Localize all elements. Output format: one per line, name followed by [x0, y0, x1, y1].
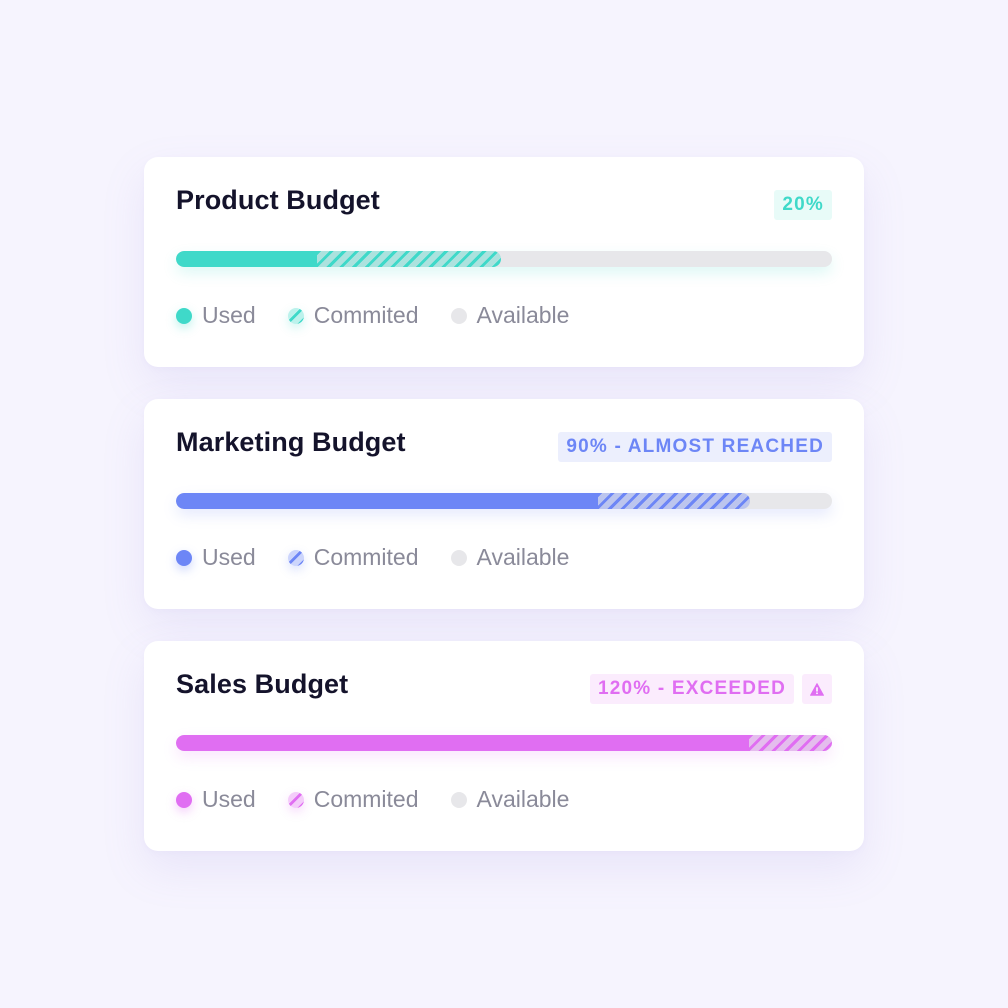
legend-item-used: Used	[176, 544, 256, 571]
card-title: Marketing Budget	[176, 427, 406, 457]
legend-label-committed: Commited	[313, 544, 419, 570]
badge-group: 120% - EXCEEDED	[589, 674, 832, 704]
budget-card-sales: Sales Budget 120% - EXCEEDED Used C	[144, 641, 864, 851]
budget-card-list: Product Budget 20% Used Commited Availab…	[144, 157, 864, 883]
card-title: Product Budget	[176, 185, 380, 215]
legend-label-committed: Commited	[313, 302, 419, 328]
progress-used-segment	[176, 493, 598, 509]
legend-item-available: Available	[450, 544, 570, 571]
progress-committed-segment	[598, 493, 750, 509]
card-title: Sales Budget	[176, 669, 349, 699]
progress-used-segment	[176, 251, 317, 267]
legend-item-committed: Commited	[287, 786, 419, 813]
status-badge: 120% - EXCEEDED	[589, 674, 794, 704]
legend: Used Commited Available	[176, 786, 601, 813]
badge-group: 90% - ALMOST REACHED	[558, 432, 832, 462]
budget-progress-bar	[176, 493, 832, 509]
progress-used-segment	[176, 735, 749, 751]
legend-item-committed: Commited	[287, 544, 419, 571]
legend-item-committed: Commited	[287, 302, 419, 329]
status-badge: 20%	[774, 190, 832, 220]
progress-committed-segment	[317, 251, 501, 267]
budget-card-marketing: Marketing Budget 90% - ALMOST REACHED Us…	[144, 399, 864, 609]
legend-label-available: Available	[476, 544, 570, 570]
used-dot-icon	[176, 549, 192, 566]
warning-badge	[802, 674, 832, 704]
legend-label-available: Available	[476, 786, 570, 812]
legend-item-used: Used	[176, 302, 256, 329]
committed-hatch-icon	[287, 307, 304, 324]
available-dot-icon	[450, 791, 467, 808]
budget-progress-bar	[176, 251, 832, 267]
progress-committed-segment	[749, 735, 832, 751]
used-dot-icon	[176, 791, 192, 808]
used-dot-icon	[176, 307, 192, 324]
legend-label-available: Available	[476, 302, 570, 328]
status-badge: 90% - ALMOST REACHED	[558, 432, 832, 462]
available-dot-icon	[450, 549, 467, 566]
warning-triangle-icon	[810, 682, 824, 696]
budget-card-product: Product Budget 20% Used Commited Availab…	[144, 157, 864, 367]
legend: Used Commited Available	[176, 544, 601, 571]
legend-item-available: Available	[450, 786, 570, 813]
available-dot-icon	[450, 307, 467, 324]
legend-label-used: Used	[202, 302, 256, 328]
legend-label-used: Used	[202, 544, 256, 570]
budget-progress-bar	[176, 735, 832, 751]
committed-hatch-icon	[287, 549, 304, 566]
committed-hatch-icon	[287, 791, 304, 808]
legend-item-used: Used	[176, 786, 256, 813]
legend-label-used: Used	[202, 786, 256, 812]
legend: Used Commited Available	[176, 302, 601, 329]
legend-item-available: Available	[450, 302, 570, 329]
badge-group: 20%	[774, 190, 832, 220]
legend-label-committed: Commited	[313, 786, 419, 812]
